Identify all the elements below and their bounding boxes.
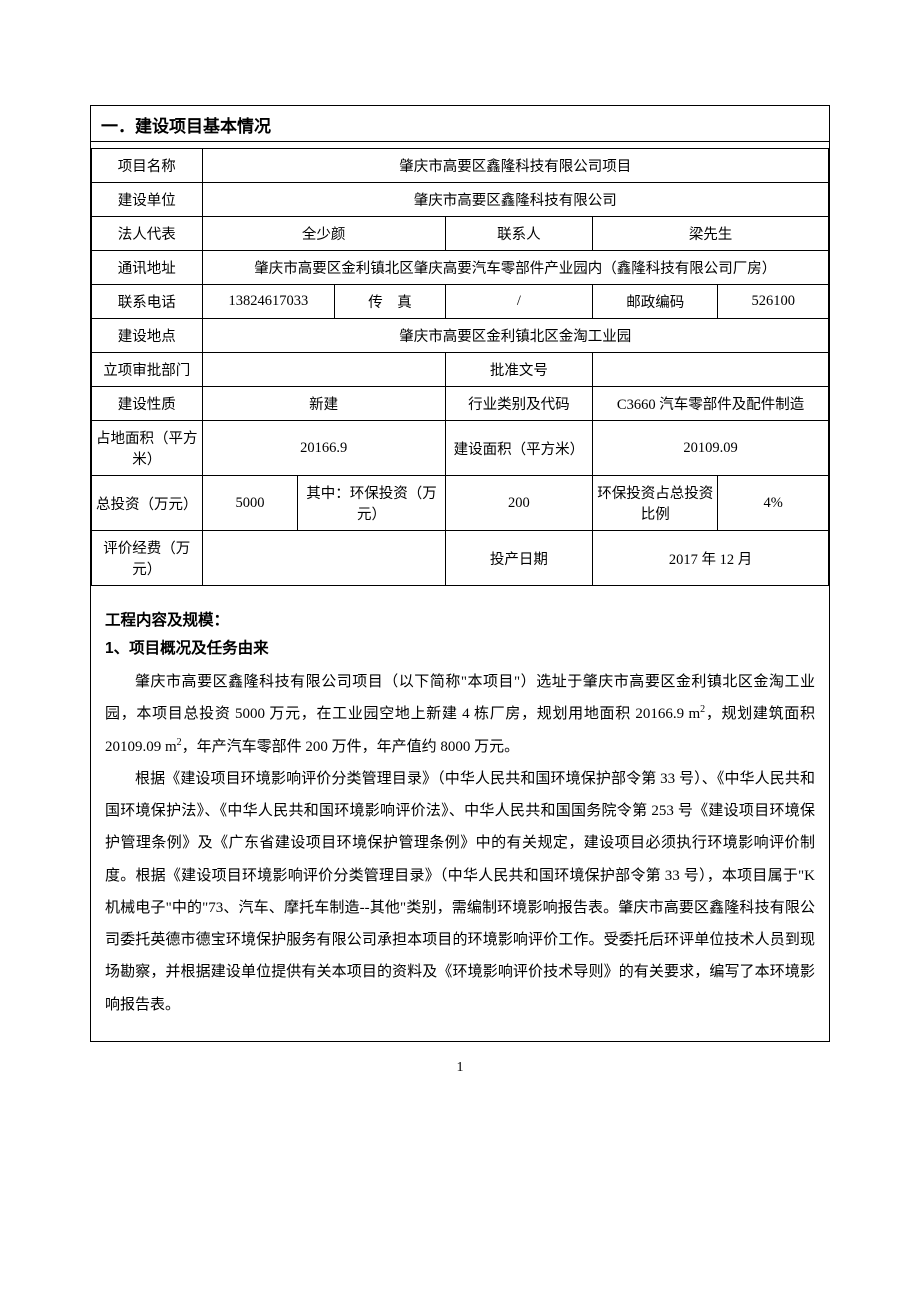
value-contact: 梁先生: [593, 217, 829, 251]
table-row: 占地面积（平方米） 20166.9 建设面积（平方米） 20109.09: [92, 421, 829, 476]
value-env-ratio: 4%: [718, 476, 829, 531]
value-industry: C3660 汽车零部件及配件制造: [593, 387, 829, 421]
paragraph-2: 根据《建设项目环境影响评价分类管理目录》（中华人民共和国环境保护部令第 33 号…: [105, 763, 815, 1021]
table-row: 立项审批部门 批准文号: [92, 353, 829, 387]
label-contact: 联系人: [445, 217, 592, 251]
label-approval-no: 批准文号: [445, 353, 592, 387]
label-eval-fee: 评价经费（万元）: [92, 531, 203, 586]
label-location: 建设地点: [92, 319, 203, 353]
label-prod-date: 投产日期: [445, 531, 592, 586]
body-section: 工程内容及规模： 1、项目概况及任务由来 肇庆市高要区鑫隆科技有限公司项目（以下…: [91, 586, 829, 1041]
value-location: 肇庆市高要区金利镇北区金淘工业园: [202, 319, 828, 353]
table-row: 联系电话 13824617033 传 真 / 邮政编码 526100: [92, 285, 829, 319]
value-address: 肇庆市高要区金利镇北区肇庆高要汽车零部件产业园内（鑫隆科技有限公司厂房）: [202, 251, 828, 285]
value-approval-dept: [202, 353, 445, 387]
value-nature: 新建: [202, 387, 445, 421]
label-approval-dept: 立项审批部门: [92, 353, 203, 387]
value-env-invest: 200: [445, 476, 592, 531]
label-industry: 行业类别及代码: [445, 387, 592, 421]
label-env-invest: 其中：环保投资（万元）: [298, 476, 445, 531]
value-project-name: 肇庆市高要区鑫隆科技有限公司项目: [202, 149, 828, 183]
value-build-unit: 肇庆市高要区鑫隆科技有限公司: [202, 183, 828, 217]
label-postal: 邮政编码: [593, 285, 718, 319]
label-land-area: 占地面积（平方米）: [92, 421, 203, 476]
table-row: 建设性质 新建 行业类别及代码 C3660 汽车零部件及配件制造: [92, 387, 829, 421]
label-env-ratio: 环保投资占总投资比例: [593, 476, 718, 531]
label-build-unit: 建设单位: [92, 183, 203, 217]
body-heading-1: 工程内容及规模：: [105, 608, 815, 630]
body-heading-2: 1、项目概况及任务由来: [105, 636, 815, 658]
value-fax: /: [445, 285, 592, 319]
table-row: 项目名称 肇庆市高要区鑫隆科技有限公司项目: [92, 149, 829, 183]
paragraph-1: 肇庆市高要区鑫隆科技有限公司项目（以下简称"本项目"）选址于肇庆市高要区金利镇北…: [105, 666, 815, 763]
label-fax: 传 真: [335, 285, 446, 319]
value-phone: 13824617033: [202, 285, 335, 319]
label-legal-rep: 法人代表: [92, 217, 203, 251]
label-nature: 建设性质: [92, 387, 203, 421]
table-row: 总投资（万元） 5000 其中：环保投资（万元） 200 环保投资占总投资比例 …: [92, 476, 829, 531]
table-row: 建设地点 肇庆市高要区金利镇北区金淘工业园: [92, 319, 829, 353]
section-title: 一．建设项目基本情况: [91, 106, 829, 142]
para1-text-c: ，年产汽车零部件 200 万件，年产值约 8000 万元。: [182, 739, 520, 755]
value-land-area: 20166.9: [202, 421, 445, 476]
value-prod-date: 2017 年 12 月: [593, 531, 829, 586]
value-approval-no: [593, 353, 829, 387]
document-frame: 一．建设项目基本情况 项目名称 肇庆市高要区鑫隆科技有限公司项目 建设单位 肇庆…: [90, 105, 830, 1042]
label-address: 通讯地址: [92, 251, 203, 285]
value-legal-rep: 全少颜: [202, 217, 445, 251]
label-build-area: 建设面积（平方米）: [445, 421, 592, 476]
info-table: 项目名称 肇庆市高要区鑫隆科技有限公司项目 建设单位 肇庆市高要区鑫隆科技有限公…: [91, 148, 829, 586]
table-row: 建设单位 肇庆市高要区鑫隆科技有限公司: [92, 183, 829, 217]
table-row: 通讯地址 肇庆市高要区金利镇北区肇庆高要汽车零部件产业园内（鑫隆科技有限公司厂房…: [92, 251, 829, 285]
table-row: 法人代表 全少颜 联系人 梁先生: [92, 217, 829, 251]
page-number: 1: [90, 1060, 830, 1076]
value-eval-fee: [202, 531, 445, 586]
label-total-invest: 总投资（万元）: [92, 476, 203, 531]
label-project-name: 项目名称: [92, 149, 203, 183]
value-postal: 526100: [718, 285, 829, 319]
value-build-area: 20109.09: [593, 421, 829, 476]
value-total-invest: 5000: [202, 476, 298, 531]
label-phone: 联系电话: [92, 285, 203, 319]
table-row: 评价经费（万元） 投产日期 2017 年 12 月: [92, 531, 829, 586]
